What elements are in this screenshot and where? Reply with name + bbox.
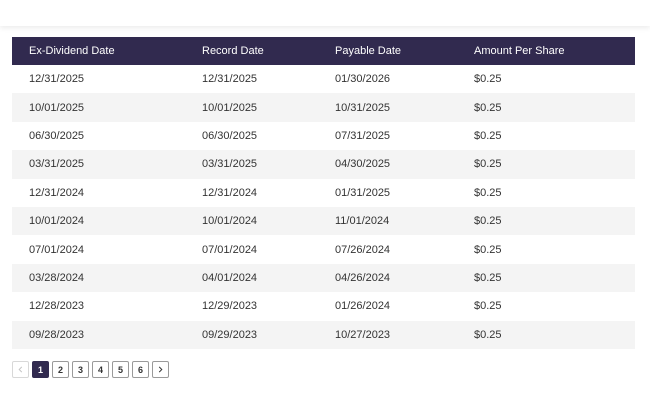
ex-dividend-date-cell: 12/31/2024 [29,186,85,199]
payable-date-cell: 01/26/2024 [335,300,391,313]
dividend-history-table: Ex-Dividend Date Record Date Payable Dat… [12,37,635,349]
record-date-cell: 12/31/2024 [202,186,258,199]
ex-dividend-date-cell: 03/28/2024 [29,271,85,284]
table-row: 10/01/2024 10/01/2024 11/01/2024 $0.25 [12,206,635,236]
payable-date-cell: 11/01/2024 [335,215,390,228]
payable-date-cell: 04/26/2024 [335,271,391,284]
table-header-row: Ex-Dividend Date Record Date Payable Dat… [12,37,635,65]
ex-dividend-date-cell: 10/01/2025 [29,101,85,114]
header-ex-dividend-date: Ex-Dividend Date [29,45,115,57]
record-date-cell: 03/31/2025 [202,158,258,171]
page-button-2[interactable]: 2 [52,361,69,378]
record-date-cell: 06/30/2025 [202,129,258,142]
page-button-4[interactable]: 4 [92,361,109,378]
ex-dividend-date-cell: 06/30/2025 [29,129,85,142]
chevron-right-icon [158,366,163,373]
amount-per-share-cell: $0.25 [474,73,502,86]
record-date-cell: 04/01/2024 [202,271,258,284]
amount-per-share-cell: $0.25 [474,243,502,256]
header-payable-date: Payable Date [335,45,402,57]
record-date-cell: 10/01/2024 [202,215,258,228]
payable-date-cell: 10/31/2025 [335,101,391,114]
record-date-cell: 12/31/2025 [202,73,258,86]
amount-per-share-cell: $0.25 [474,186,502,199]
payable-date-cell: 07/31/2025 [335,129,391,142]
header-amount-per-share: Amount Per Share [474,45,565,57]
page-button-5[interactable]: 5 [112,361,129,378]
ex-dividend-date-cell: 07/01/2024 [29,243,85,256]
amount-per-share-cell: $0.25 [474,328,502,341]
table-body: 12/31/2025 12/31/2025 01/30/2026 $0.25 10/01… [12,65,635,349]
table-row: 09/28/2023 09/29/2023 10/27/2023 $0.25 [12,320,635,349]
payable-date-cell: 01/31/2025 [335,186,391,199]
payable-date-cell: 04/30/2025 [335,158,391,171]
ex-dividend-date-cell: 12/31/2025 [29,73,85,86]
record-date-cell: 10/01/2025 [202,101,258,114]
page-button-6[interactable]: 6 [132,361,149,378]
amount-per-share-cell: $0.25 [474,158,502,171]
chevron-left-icon [18,366,23,373]
payable-date-cell: 07/26/2024 [335,243,391,256]
table-row: 06/30/2025 06/30/2025 07/31/2025 $0.25 [12,121,635,151]
page-button-3[interactable]: 3 [72,361,89,378]
record-date-cell: 12/29/2023 [202,300,258,313]
amount-per-share-cell: $0.25 [474,215,502,228]
payable-date-cell: 01/30/2026 [335,73,391,86]
ex-dividend-date-cell: 09/28/2023 [29,328,85,341]
record-date-cell: 07/01/2024 [202,243,258,256]
ex-dividend-date-cell: 03/31/2025 [29,158,85,171]
amount-per-share-cell: $0.25 [474,129,502,142]
table-row: 03/31/2025 03/31/2025 04/30/2025 $0.25 [12,150,635,179]
record-date-cell: 09/29/2023 [202,328,258,341]
table-row: 12/28/2023 12/29/2023 01/26/2024 $0.25 [12,292,635,321]
dividend-table-container: Ex-Dividend Date Record Date Payable Dat… [12,37,635,349]
table-row: 12/31/2025 12/31/2025 01/30/2026 $0.25 [12,65,635,94]
next-page-button[interactable] [152,361,169,378]
page-button-1[interactable]: 1 [32,361,49,378]
ex-dividend-date-cell: 10/01/2024 [29,215,85,228]
table-row: 03/28/2024 04/01/2024 04/26/2024 $0.25 [12,263,635,293]
prev-page-button[interactable] [12,361,29,378]
amount-per-share-cell: $0.25 [474,300,502,313]
top-bar [0,0,650,26]
table-row: 10/01/2025 10/01/2025 10/31/2025 $0.25 [12,93,635,122]
amount-per-share-cell: $0.25 [474,271,502,284]
table-row: 07/01/2024 07/01/2024 07/26/2024 $0.25 [12,235,635,264]
payable-date-cell: 10/27/2023 [335,328,391,341]
table-row: 12/31/2024 12/31/2024 01/31/2025 $0.25 [12,178,635,207]
ex-dividend-date-cell: 12/28/2023 [29,300,85,313]
header-record-date: Record Date [202,45,264,57]
amount-per-share-cell: $0.25 [474,101,502,114]
